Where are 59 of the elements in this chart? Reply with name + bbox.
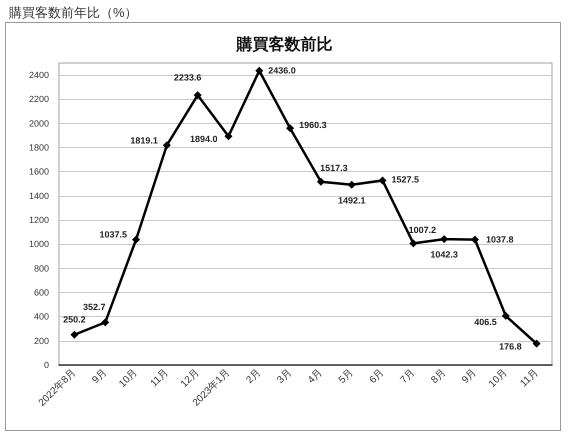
point	[502, 312, 510, 320]
x-tick-label: 9月	[460, 367, 479, 386]
x-tick-label: 5月	[336, 367, 356, 386]
x-tick-label: 10月	[486, 367, 510, 390]
point	[101, 318, 110, 326]
chart-title: 購買客数前年比（%）	[9, 5, 138, 20]
point	[162, 141, 171, 150]
y-tick-label: 1800	[28, 142, 49, 153]
data-label: 1960.3	[299, 120, 327, 130]
x-tick-label: 7月	[398, 367, 418, 386]
point	[255, 66, 264, 75]
point	[348, 180, 356, 189]
data-label: 1037.5	[100, 230, 128, 240]
data-label: 1894.0	[190, 134, 218, 144]
y-tick-label: 2000	[28, 118, 49, 128]
data-label: 176.8	[499, 342, 522, 352]
point	[194, 91, 202, 100]
x-tick-label: 4月	[306, 367, 325, 386]
x-tick-label: 9月	[90, 367, 110, 386]
x-tick-label: 6月	[368, 367, 386, 386]
chart-subtitle: 購買客数前比	[236, 34, 332, 54]
data-label: 1527.5	[392, 174, 420, 184]
x-tick-label: 12月	[178, 367, 202, 390]
data-label: 2436.0	[268, 66, 296, 76]
y-tick-label: 1000	[28, 239, 49, 250]
data-label: 1492.1	[338, 195, 366, 206]
y-tick-label: 800	[34, 263, 49, 274]
data-label: 250.2	[63, 314, 86, 324]
point	[286, 124, 294, 132]
data-label: 352.7	[82, 302, 106, 312]
point	[70, 330, 78, 339]
y-tick-label: 2200	[28, 94, 49, 104]
point	[378, 176, 387, 184]
x-tick-label: 11月	[518, 367, 540, 390]
y-tick-label: 400	[34, 312, 49, 322]
y-tick-label: 1200	[28, 215, 49, 226]
data-label: 1042.3	[430, 250, 458, 260]
x-tick-label: 3月	[275, 367, 294, 386]
data-label: 1517.3	[320, 163, 348, 174]
x-tick-label: 11月	[148, 367, 171, 390]
x-tick-label: 2月	[244, 367, 264, 386]
point	[532, 340, 541, 348]
point	[132, 236, 140, 244]
point	[224, 132, 232, 140]
y-tick-label: 1400	[28, 190, 49, 201]
data-label: 2233.6	[174, 72, 202, 83]
y-tick-label: 0	[44, 360, 49, 370]
y-tick-label: 2400	[28, 70, 49, 80]
data-label: 1007.2	[408, 224, 436, 235]
x-tick-label: 10月	[117, 367, 140, 390]
y-tick-label: 1600	[28, 166, 49, 177]
x-tick-label: 8月	[429, 367, 448, 386]
point	[316, 178, 325, 186]
y-tick-label: 600	[34, 288, 49, 298]
data-label: 406.5	[474, 316, 497, 327]
data-label: 1037.8	[486, 234, 514, 245]
point	[409, 239, 418, 248]
y-tick-label: 200	[34, 336, 49, 346]
data-label: 1819.1	[130, 135, 158, 146]
